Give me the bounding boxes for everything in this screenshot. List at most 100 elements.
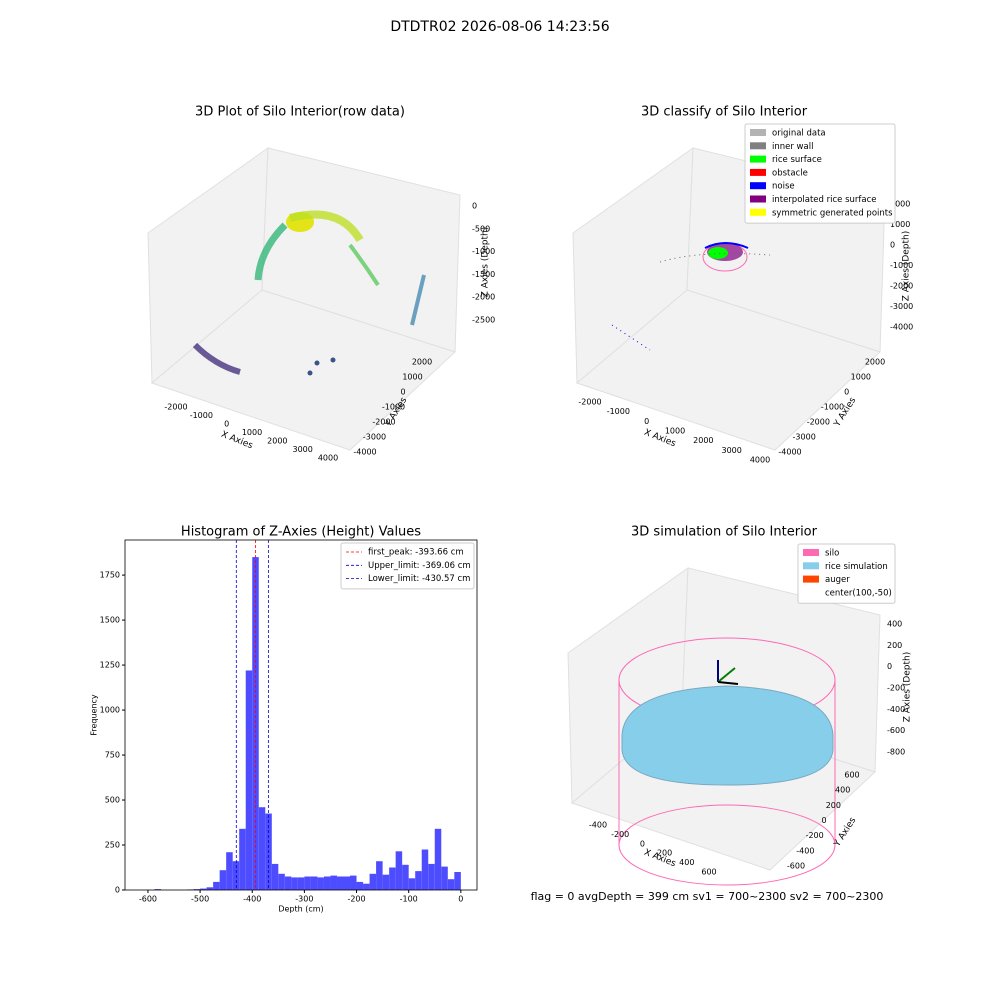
y-tick-label: 0 [844,388,849,397]
x-axis-label: Depth (cm) [278,905,323,914]
y-tick-label: -4000 [353,448,376,457]
y-tick-label: 250 [105,841,120,850]
y-tick-label: 0 [400,388,405,397]
rice-sim [621,685,834,786]
axes-frame [124,539,478,891]
x-tick-label: 3000 [292,445,312,454]
legend-label: original data [772,129,826,139]
bar [213,881,220,890]
legend-patch [750,182,766,190]
y-tick-label: 0 [115,886,120,895]
y-tick-label: 400 [835,786,850,795]
bar [258,807,266,890]
z-tick-label: -500 [472,224,490,233]
bar [323,876,331,890]
x-tick-label: -200 [611,830,629,839]
z-axis-label: Z Axies (Depth) [481,227,491,298]
y-tick-label: 750 [105,751,120,760]
x-tick-label: 0 [644,417,649,426]
z-tick-label: -3000 [890,302,913,311]
y-tick-label: -4000 [778,448,801,457]
y-tick-label: 2000 [412,358,432,367]
z-tick-label: 0 [472,202,477,211]
legend-label: interpolated rice surface [772,195,877,205]
legend-patch [803,549,819,556]
x-tick-label: 600 [701,868,716,877]
x-tick-label: -2000 [578,398,601,407]
z-tick-label: -400 [887,705,905,714]
y-tick-label: -2000 [807,418,830,427]
z-tick-label: 0 [890,241,895,250]
y-tick-label: -200 [806,831,824,840]
subplot-title: Histogram of Z-Axies (Height) Values [181,525,421,540]
x-tick-label: -500 [191,895,209,904]
z-tick-label: 200 [887,641,902,650]
legend-label: inner wall [772,142,813,152]
legend-patch [750,155,766,163]
auger [717,667,736,683]
bar [382,874,390,890]
bar [154,889,161,890]
bar [291,877,298,890]
cloud [307,370,313,376]
legend-patch [750,142,766,150]
y-tick-label: -400 [796,846,814,855]
legend-patch [803,562,819,570]
y-tick-label: 1000 [402,373,422,382]
legend-label: Upper_limit: -369.06 cm [368,561,471,571]
bar [200,888,207,890]
bar [245,670,253,890]
point-cloud-2 [611,242,771,351]
z-tick-label: -2000 [472,293,495,302]
x-tick-label: -300 [295,895,313,904]
legend-label: center(100,-50) [825,588,892,598]
legend-label: first_peak: -393.66 cm [368,548,464,558]
z-tick-label: 2000 [890,200,910,209]
z-tick-label: -600 [887,726,905,735]
x-tick-label: 0 [224,420,229,429]
bar [415,871,422,890]
bar [304,876,311,890]
subplot-title: 3D classify of Silo Interior [641,105,808,120]
bar [447,879,455,890]
bar [297,877,305,890]
z-tick-label: -1500 [472,270,495,279]
bar [226,852,233,890]
bar [336,876,344,890]
cloud [254,222,288,281]
bar [330,875,337,890]
subplot-title: 3D simulation of Silo Interior [631,525,818,540]
y-tick-label: 600 [844,771,859,780]
bar [454,872,461,890]
z-tick-label: 0 [887,662,892,671]
bar [434,828,442,890]
y-tick-label: -2000 [372,418,395,427]
z-tick-label: -1000 [890,261,913,270]
cloud [348,243,380,287]
x-tick-label: 2000 [267,437,287,446]
bar [402,864,409,890]
z-tick-label: -2500 [472,316,495,325]
x-tick-label: 4000 [318,454,338,463]
z-axis-label: Z Axies (Depth) [903,652,913,723]
pane [576,289,881,451]
bar [278,873,285,890]
bar [363,883,370,890]
z-tick-label: -4000 [890,323,913,332]
y-tick-label: 1500 [100,616,120,625]
legend-label: Lower_limit: -430.57 cm [368,574,470,584]
z-tick-label: 1000 [890,220,910,229]
x-tick-label: 2000 [693,436,713,445]
bar [206,887,214,890]
bar [193,889,201,890]
bar [408,878,416,890]
x-tick-label: -100 [400,895,418,904]
bar [441,866,448,890]
cloud [708,247,728,259]
legend-label: rice simulation [825,562,888,572]
z-tick-label: -2000 [890,282,913,291]
suptitle: DTDTR02 2026-08-06 14:23:56 [390,19,609,35]
auger [717,681,739,685]
y-tick-label: 1000 [100,706,120,715]
